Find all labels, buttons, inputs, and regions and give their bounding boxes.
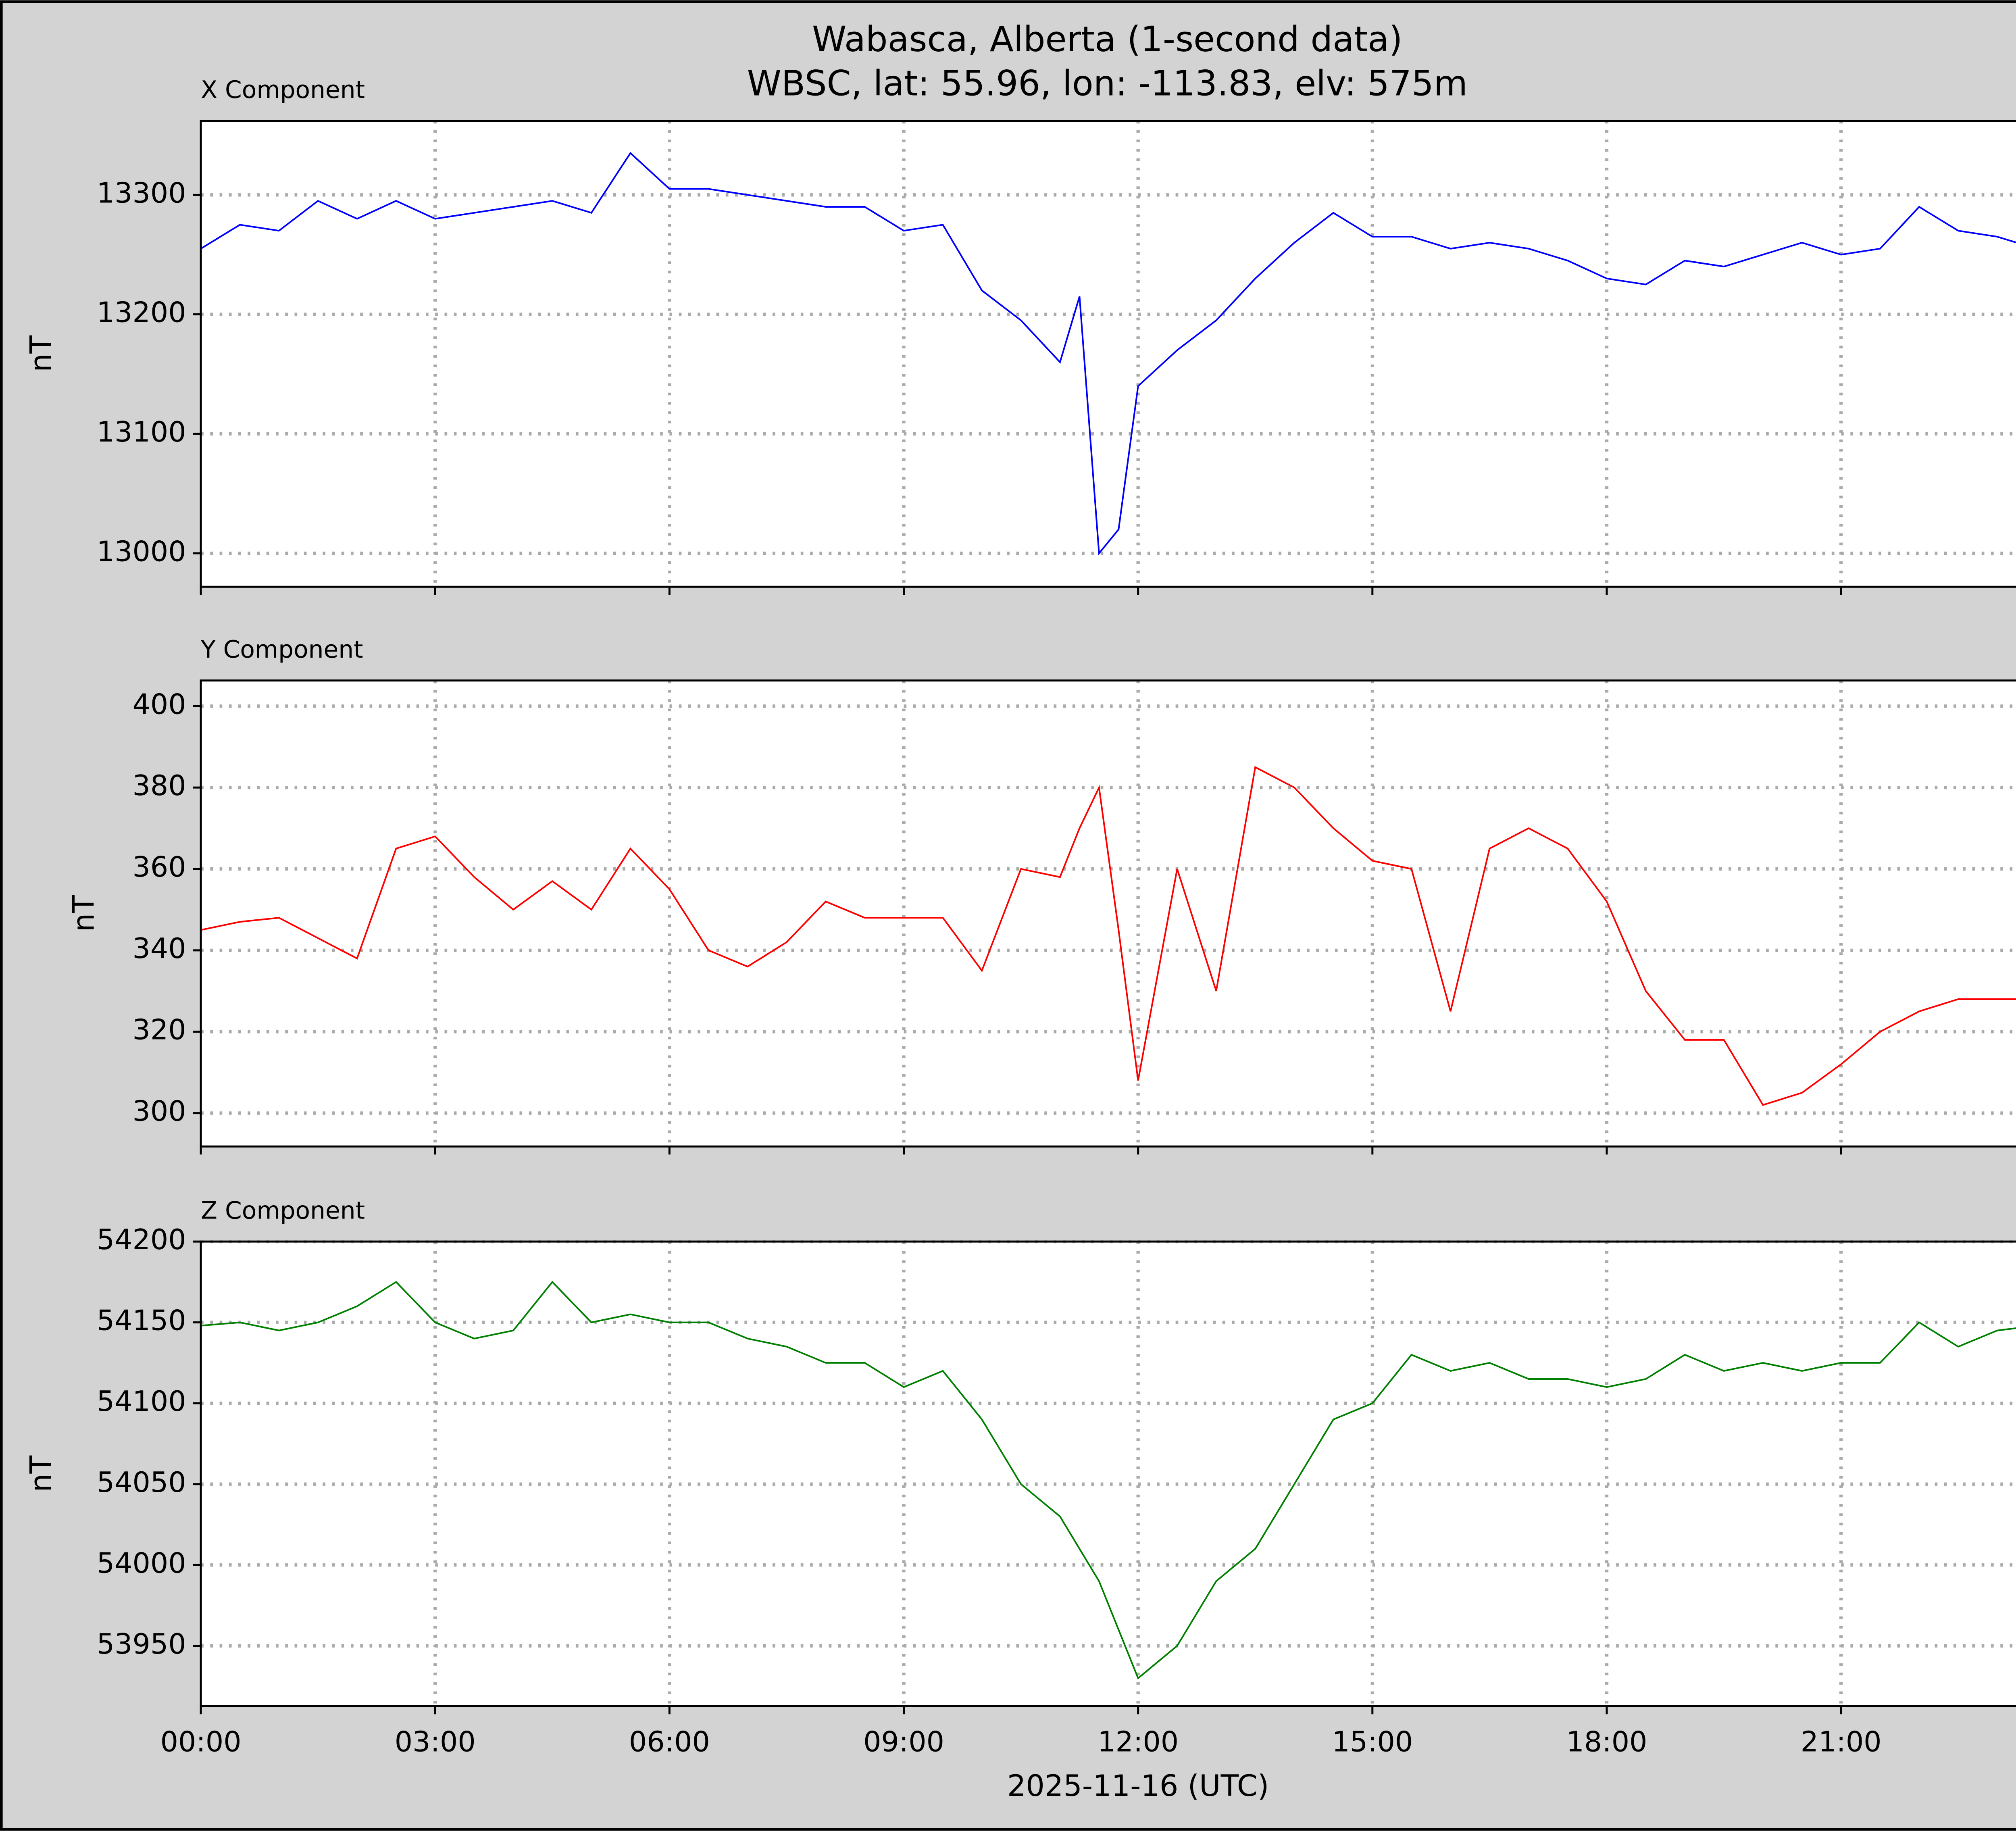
x-tick-label: 00:00	[160, 1725, 242, 1758]
data-line	[200, 1281, 2016, 1680]
y-tick-label: 54150	[97, 1304, 186, 1337]
panel-title: X Component	[201, 76, 365, 104]
x-tick-label: 12:00	[1098, 1725, 1179, 1758]
y-tick-label: 300	[133, 1095, 186, 1128]
x-tick-label: 21:00	[1801, 1725, 1882, 1758]
y-tick-label: 54000	[97, 1547, 186, 1579]
y-tick-label: 53950	[97, 1628, 186, 1660]
plot-frame	[200, 679, 2016, 1148]
y-tick-label: 13000	[97, 535, 186, 568]
y-tick-label: 320	[133, 1014, 186, 1046]
y-tick-label: 380	[133, 769, 186, 802]
x-axis-label: 2025-11-16 (UTC)	[1007, 1769, 1269, 1803]
panel-title: Z Component	[201, 1197, 365, 1225]
plot-frame	[200, 1240, 2016, 1707]
plot-frame	[200, 120, 2016, 588]
y-axis-label: nT	[67, 895, 101, 932]
y-tick-label: 400	[133, 688, 186, 721]
y-tick-label: 54050	[97, 1466, 186, 1499]
figure-subtitle: WBSC, lat: 55.96, lon: -113.83, elv: 575…	[747, 64, 1468, 104]
data-line	[200, 152, 2016, 556]
data-line	[200, 766, 2016, 1106]
panel-title: Y Component	[200, 636, 363, 664]
y-tick-label: 13200	[97, 296, 186, 329]
x-tick-label: 06:00	[629, 1725, 710, 1758]
y-tick-label: 340	[133, 932, 186, 965]
x-tick-label: 18:00	[1566, 1725, 1647, 1758]
y-tick-label: 360	[133, 851, 186, 883]
plot-area	[201, 1241, 2016, 1706]
x-tick-label: 15:00	[1332, 1725, 1413, 1758]
figure-title: Wabasca, Alberta (1-second data)	[812, 19, 1403, 60]
x-tick-label: 09:00	[863, 1725, 944, 1758]
x-tick-label: 03:00	[395, 1725, 476, 1758]
plot-area	[201, 680, 2016, 1147]
y-axis-label: nT	[24, 335, 58, 372]
y-tick-label: 54100	[97, 1385, 186, 1418]
plot-area	[201, 121, 2016, 587]
y-tick-label: 13300	[97, 177, 186, 209]
y-tick-label: 54200	[97, 1223, 186, 1256]
y-axis-label: nT	[24, 1455, 58, 1492]
y-tick-label: 13100	[97, 416, 186, 448]
